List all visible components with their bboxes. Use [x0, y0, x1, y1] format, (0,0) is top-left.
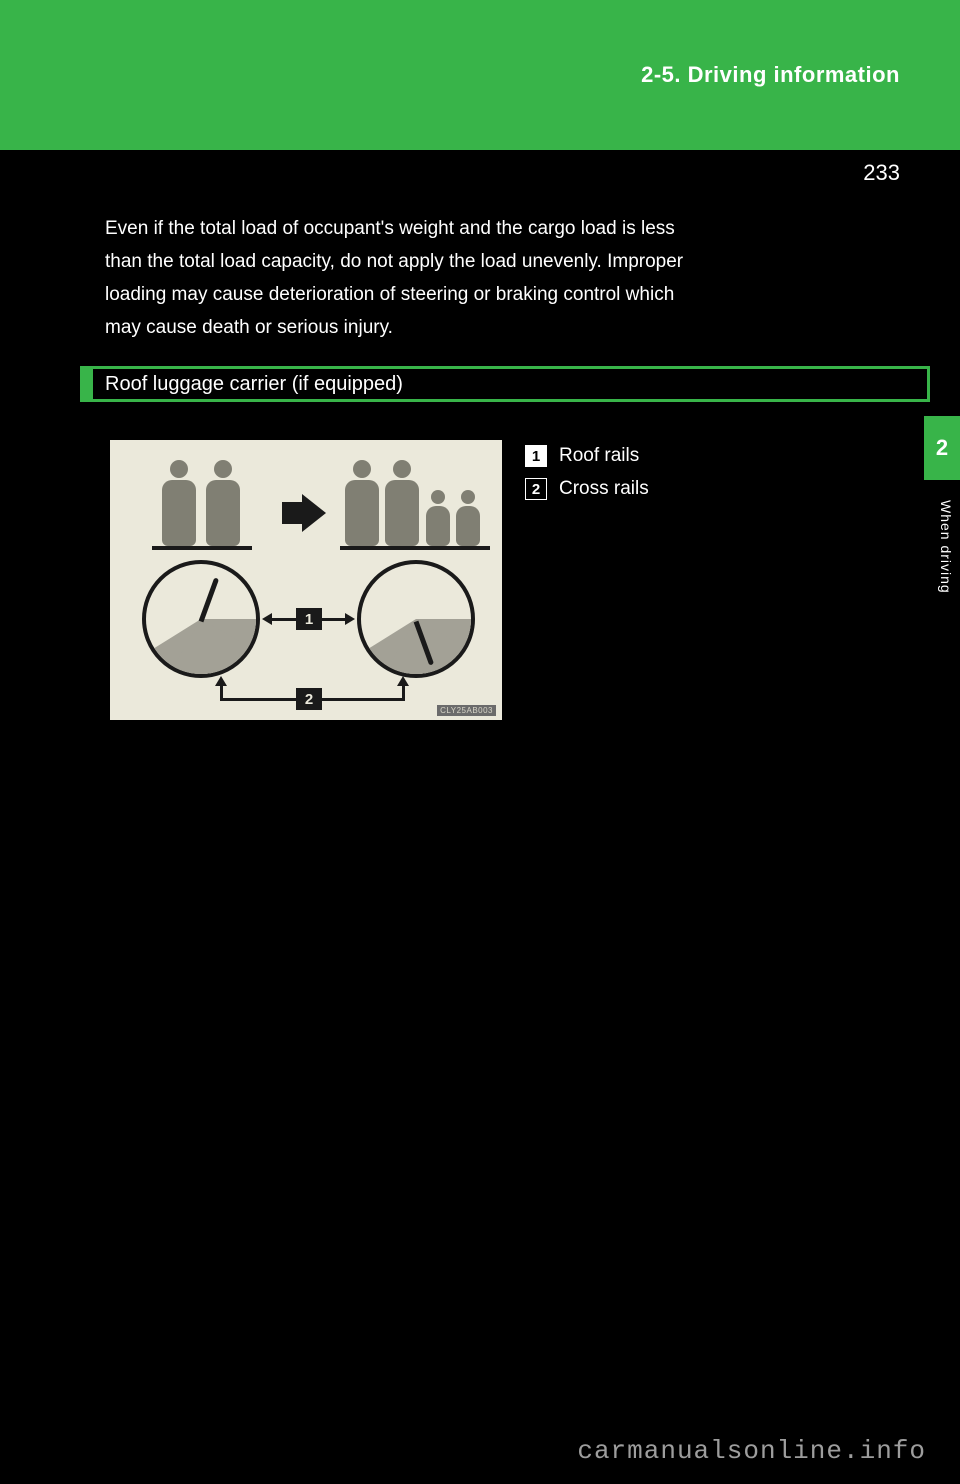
chapter-tab: 2 [924, 416, 960, 480]
body-text-line: may cause death or serious injury. [105, 314, 900, 343]
page: 2-5. Driving information 233 Even if the… [0, 0, 960, 1484]
platform-right [340, 546, 490, 550]
body-text-line: loading may cause deterioration of steer… [105, 281, 900, 310]
figure-badge-1: 1 [296, 608, 322, 630]
connector-line [220, 686, 223, 698]
connector-line [402, 686, 405, 698]
callout-badge-2: 2 [525, 478, 547, 500]
gauge-right [357, 560, 475, 678]
callout-1: 1 Roof rails [525, 445, 639, 467]
section-title-bar: Roof luggage carrier (if equipped) [80, 366, 930, 402]
header-bar: 2-5. Driving information [0, 0, 960, 150]
page-number: 233 [863, 160, 900, 186]
person-icon [162, 460, 196, 546]
gauge-left [142, 560, 260, 678]
callout-badge-1: 1 [525, 445, 547, 467]
figure-image-id: CLY25AB003 [437, 705, 496, 716]
body-text-line: than the total load capacity, do not app… [105, 248, 900, 277]
arrowhead-icon [397, 676, 409, 686]
platform-left [152, 546, 252, 550]
chapter-tab-number: 2 [936, 435, 948, 461]
person-icon [385, 460, 419, 546]
callout-2-text: Cross rails [559, 478, 649, 499]
header-section-title: 2-5. Driving information [641, 62, 900, 88]
section-title: Roof luggage carrier (if equipped) [105, 373, 403, 396]
diagram-figure: 1 2 CLY25AB003 [110, 440, 502, 720]
person-child-icon [456, 490, 480, 546]
figure-badge-2: 2 [296, 688, 322, 710]
callout-1-text: Roof rails [559, 445, 639, 466]
person-icon [206, 460, 240, 546]
person-icon [345, 460, 379, 546]
section-title-accent [83, 369, 93, 399]
arrowhead-icon [262, 613, 272, 625]
callout-2: 2 Cross rails [525, 478, 649, 500]
chapter-tab-label: When driving [938, 500, 954, 594]
watermark: carmanualsonline.info [577, 1436, 926, 1466]
person-child-icon [426, 490, 450, 546]
arrowhead-icon [215, 676, 227, 686]
body-text-line: Even if the total load of occupant's wei… [105, 215, 900, 244]
arrowhead-icon [345, 613, 355, 625]
